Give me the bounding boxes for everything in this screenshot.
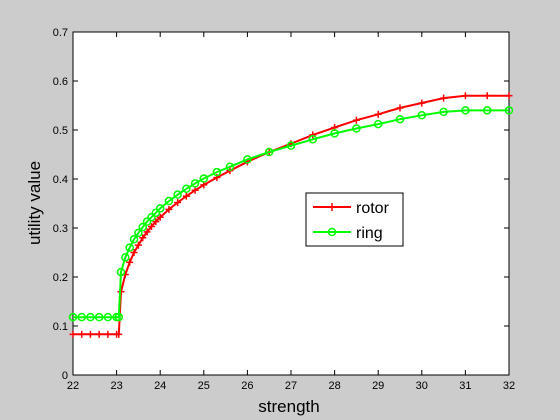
x-tick-label: 31 [459, 380, 471, 392]
data-point [129, 235, 139, 244]
x-tick-label: 22 [67, 380, 79, 392]
data-point [395, 114, 405, 124]
legend-rotor-marker [328, 203, 336, 211]
axes-layer: 22 23 24 25 26 27 28 29 30 31 32 0 0.1 0.2 0.3 0.4 0.5 0.… [53, 27, 515, 392]
x-tick-label: 32 [503, 380, 515, 392]
y-tick-label: 0.5 [53, 125, 68, 137]
plot-area [72, 31, 510, 376]
data-point [78, 330, 86, 338]
data-point [264, 147, 274, 157]
data-point [142, 217, 152, 226]
data-point [77, 312, 86, 322]
data-point [126, 258, 134, 266]
data-point [182, 184, 191, 194]
data-point [147, 223, 155, 231]
data-point [103, 312, 113, 322]
data-point [439, 107, 448, 117]
x-axis-title: strength [258, 397, 319, 416]
data-point [225, 162, 235, 171]
legend-rotor-label: rotor [356, 200, 390, 217]
data-point [352, 124, 361, 133]
data-point [156, 213, 164, 221]
x-tick-label: 26 [241, 380, 253, 392]
data-point [212, 167, 222, 177]
data-point [165, 205, 173, 213]
data-point [68, 312, 78, 322]
x-tick-label: 25 [198, 380, 210, 392]
data-point [95, 330, 103, 338]
data-point [86, 330, 94, 338]
y-tick-label: 0.1 [53, 321, 68, 333]
x-tick-label: 24 [154, 380, 166, 392]
data-point [151, 208, 161, 218]
data-point [243, 155, 252, 164]
data-point [173, 190, 182, 199]
x-tick-label: 23 [110, 380, 122, 392]
data-point [418, 99, 426, 107]
data-point [461, 106, 470, 115]
data-point [94, 312, 104, 322]
data-point [86, 312, 95, 322]
data-point [440, 94, 448, 102]
data-point [190, 179, 200, 188]
data-point [199, 174, 209, 183]
y-axis-title: utility value [25, 161, 44, 245]
data-point [504, 106, 514, 115]
data-point [125, 243, 134, 252]
data-point [309, 131, 317, 139]
data-point [191, 186, 199, 194]
data-point [417, 111, 427, 120]
series-ring [68, 106, 514, 322]
data-point [116, 267, 126, 277]
data-point [352, 116, 360, 124]
legend-ring-marker [327, 227, 337, 237]
data-point [152, 218, 160, 226]
y-tick-label: 0 [62, 370, 68, 382]
data-point [164, 196, 174, 206]
data-point [174, 199, 182, 207]
legend-ring-label: ring [356, 225, 383, 242]
data-point [104, 330, 112, 338]
series-layer [68, 92, 514, 338]
data-point [482, 106, 492, 115]
data-point [373, 119, 383, 129]
data-point [130, 249, 138, 256]
x-tick-label: 27 [285, 380, 297, 392]
data-point [69, 330, 77, 338]
x-tick-label: 28 [328, 380, 340, 392]
data-point [461, 92, 469, 100]
data-point [155, 204, 165, 213]
series-line-ring [73, 109, 509, 319]
data-point [139, 234, 147, 242]
data-point [114, 312, 124, 322]
x-tick-label: 29 [372, 380, 384, 392]
data-point [138, 222, 148, 232]
data-point [143, 228, 151, 236]
data-point [121, 253, 130, 262]
data-point [147, 212, 156, 222]
data-point [134, 241, 142, 249]
data-point [182, 192, 190, 200]
y-tick-label: 0.6 [53, 76, 68, 88]
y-tick-label: 0.4 [53, 174, 68, 186]
data-point [505, 92, 513, 100]
x-tick-label: 30 [416, 380, 428, 392]
data-point [115, 330, 123, 338]
data-point [134, 228, 143, 238]
y-tick-label: 0.7 [53, 27, 68, 39]
y-tick-label: 0.2 [53, 272, 68, 284]
legend-box [305, 192, 404, 247]
data-point [396, 104, 404, 112]
data-point [308, 135, 318, 144]
legend: rotor ring [305, 192, 404, 247]
data-point [374, 110, 382, 118]
data-point [330, 129, 339, 138]
data-point [483, 92, 491, 100]
data-point [286, 141, 296, 150]
y-tick-label: 0.3 [53, 223, 68, 235]
